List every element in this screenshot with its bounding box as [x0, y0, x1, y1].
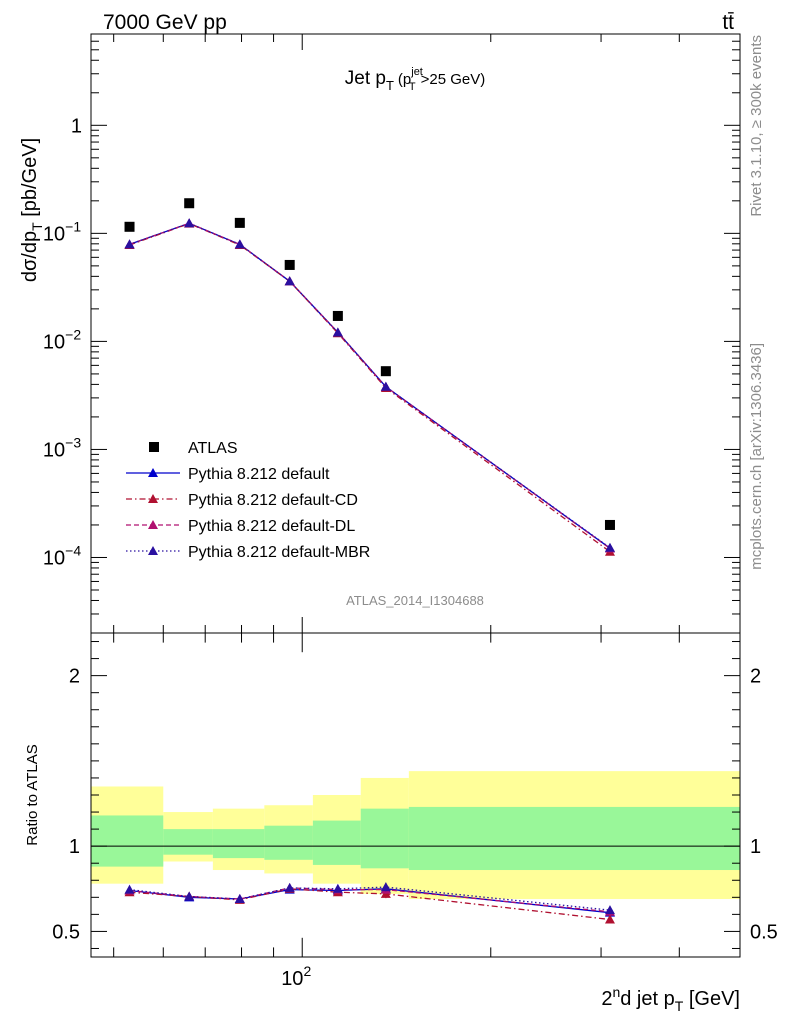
y-tick-label: 10−1	[43, 218, 81, 245]
uncertainty-band-green	[91, 815, 164, 867]
legend-marker	[148, 494, 158, 503]
title-sub: T	[386, 78, 394, 93]
main-y-tick-labels: 1 10−1 10−2 10−3 10−4	[43, 115, 82, 569]
main-panel: 110−110−210−310−4 Jet pT (pjet T >25 GeV) d…	[19, 33, 741, 634]
ratio-y-tick-label-right: 0.5	[750, 921, 778, 943]
series-marker	[604, 542, 615, 552]
uncertainty-band-green	[408, 806, 740, 871]
ratio-y-tick-label-right: 1	[750, 836, 761, 858]
rivet-label: Rivet 3.1.10, ≥ 300k events	[748, 35, 765, 217]
uncertainty-band-green	[360, 808, 409, 869]
legend-marker	[148, 520, 158, 529]
title-cut-sub: T	[409, 81, 416, 93]
y-tick-label: 1	[71, 115, 82, 137]
ratio-marker	[184, 891, 195, 901]
legend-label: ATLAS	[188, 440, 238, 457]
title-cut-open: (p	[398, 71, 411, 88]
x-tick-label-text: 102	[281, 963, 311, 990]
ratio-marker	[234, 894, 245, 904]
uncertainty-band-green	[212, 829, 265, 859]
data-point	[124, 221, 135, 232]
legend-label: Pythia 8.212 default-MBR	[188, 544, 370, 561]
legend-marker	[148, 468, 158, 477]
ylabel-unit: [pb/GeV]	[19, 138, 41, 223]
mcplots-label: mcplots.cern.ch [arXiv:1306.3436]	[748, 343, 765, 570]
legend-label: Pythia 8.212 default-DL	[188, 518, 355, 535]
legend-label: Pythia 8.212 default-CD	[188, 492, 358, 509]
ratio-marker	[124, 884, 135, 894]
series-marker	[124, 239, 135, 249]
xlabel-sub: T	[675, 998, 684, 1014]
uncertainty-band-green	[312, 820, 361, 865]
title-cut-close: >25 GeV)	[421, 71, 486, 88]
data-point	[184, 198, 195, 209]
legend: ATLAS Pythia 8.212 default Pythia 8.212 de…	[126, 440, 370, 561]
ratio-y-tick-label-left: 2	[69, 666, 80, 688]
header-right: tt̄	[722, 11, 734, 34]
analysis-watermark: ATLAS_2014_I1304688	[346, 593, 484, 608]
ratio-marker	[604, 905, 615, 915]
ratio-y-tick-label-right: 2	[750, 666, 761, 688]
xlabel-b: d jet p	[620, 988, 674, 1010]
series-marker	[380, 381, 391, 391]
main-axis-ticks	[91, 33, 741, 634]
data-point	[284, 259, 295, 270]
ratio-panel: 0.5 0.51 12 2 Ratio to ATLAS 102 2nd jet pT…	[24, 632, 778, 1014]
ratio-marker	[380, 882, 391, 892]
main-plot-area	[124, 198, 615, 556]
ratio-plot-area	[91, 771, 740, 924]
ratio-y-tick-labels: 0.5 0.5 1 1 2 2	[52, 666, 778, 944]
legend-marker	[148, 546, 158, 555]
title-cut-sup: jet	[410, 66, 423, 78]
data-point	[234, 217, 245, 228]
ratio-marker	[284, 882, 295, 892]
header-left: 7000 GeV pp	[103, 11, 227, 34]
series-marker	[234, 239, 245, 249]
legend-marker	[149, 442, 159, 452]
data-point	[332, 310, 343, 321]
x-axis-label: 2nd jet pT [GeV]	[601, 984, 740, 1014]
uncertainty-band-green	[163, 829, 213, 855]
ratio-y-tick-label-left: 1	[69, 836, 80, 858]
data-point	[604, 519, 615, 530]
xlabel-unit: [GeV]	[683, 988, 740, 1010]
ylabel-main: dσ/dp	[19, 231, 41, 282]
ratio-y-axis-label: Ratio to ATLAS	[24, 744, 41, 845]
ratio-marker	[332, 883, 343, 893]
title-main: Jet p	[345, 68, 386, 89]
xlabel-sup: n	[612, 984, 620, 1000]
ratio-marker	[604, 914, 615, 924]
legend-label: Pythia 8.212 default	[188, 466, 330, 483]
y-tick-label: 10−3	[43, 434, 81, 461]
data-point	[380, 366, 391, 377]
ratio-y-tick-label-left: 0.5	[52, 921, 80, 943]
uncertainty-band-green	[264, 825, 313, 860]
plot-title: Jet pT (pjet T >25 GeV)	[345, 66, 485, 93]
x-tick-label: 102	[281, 963, 311, 990]
series-marker	[332, 327, 343, 337]
xlabel-a: 2	[601, 988, 612, 1010]
y-tick-label: 10−2	[43, 326, 81, 353]
ylabel-sub: T	[29, 222, 45, 231]
y-tick-label: 10−4	[43, 542, 81, 569]
series-marker	[184, 218, 195, 228]
series-marker	[284, 276, 295, 286]
ratio-axis-ticks	[91, 633, 741, 957]
main-y-axis-label: dσ/dpT [pb/GeV]	[19, 138, 45, 282]
